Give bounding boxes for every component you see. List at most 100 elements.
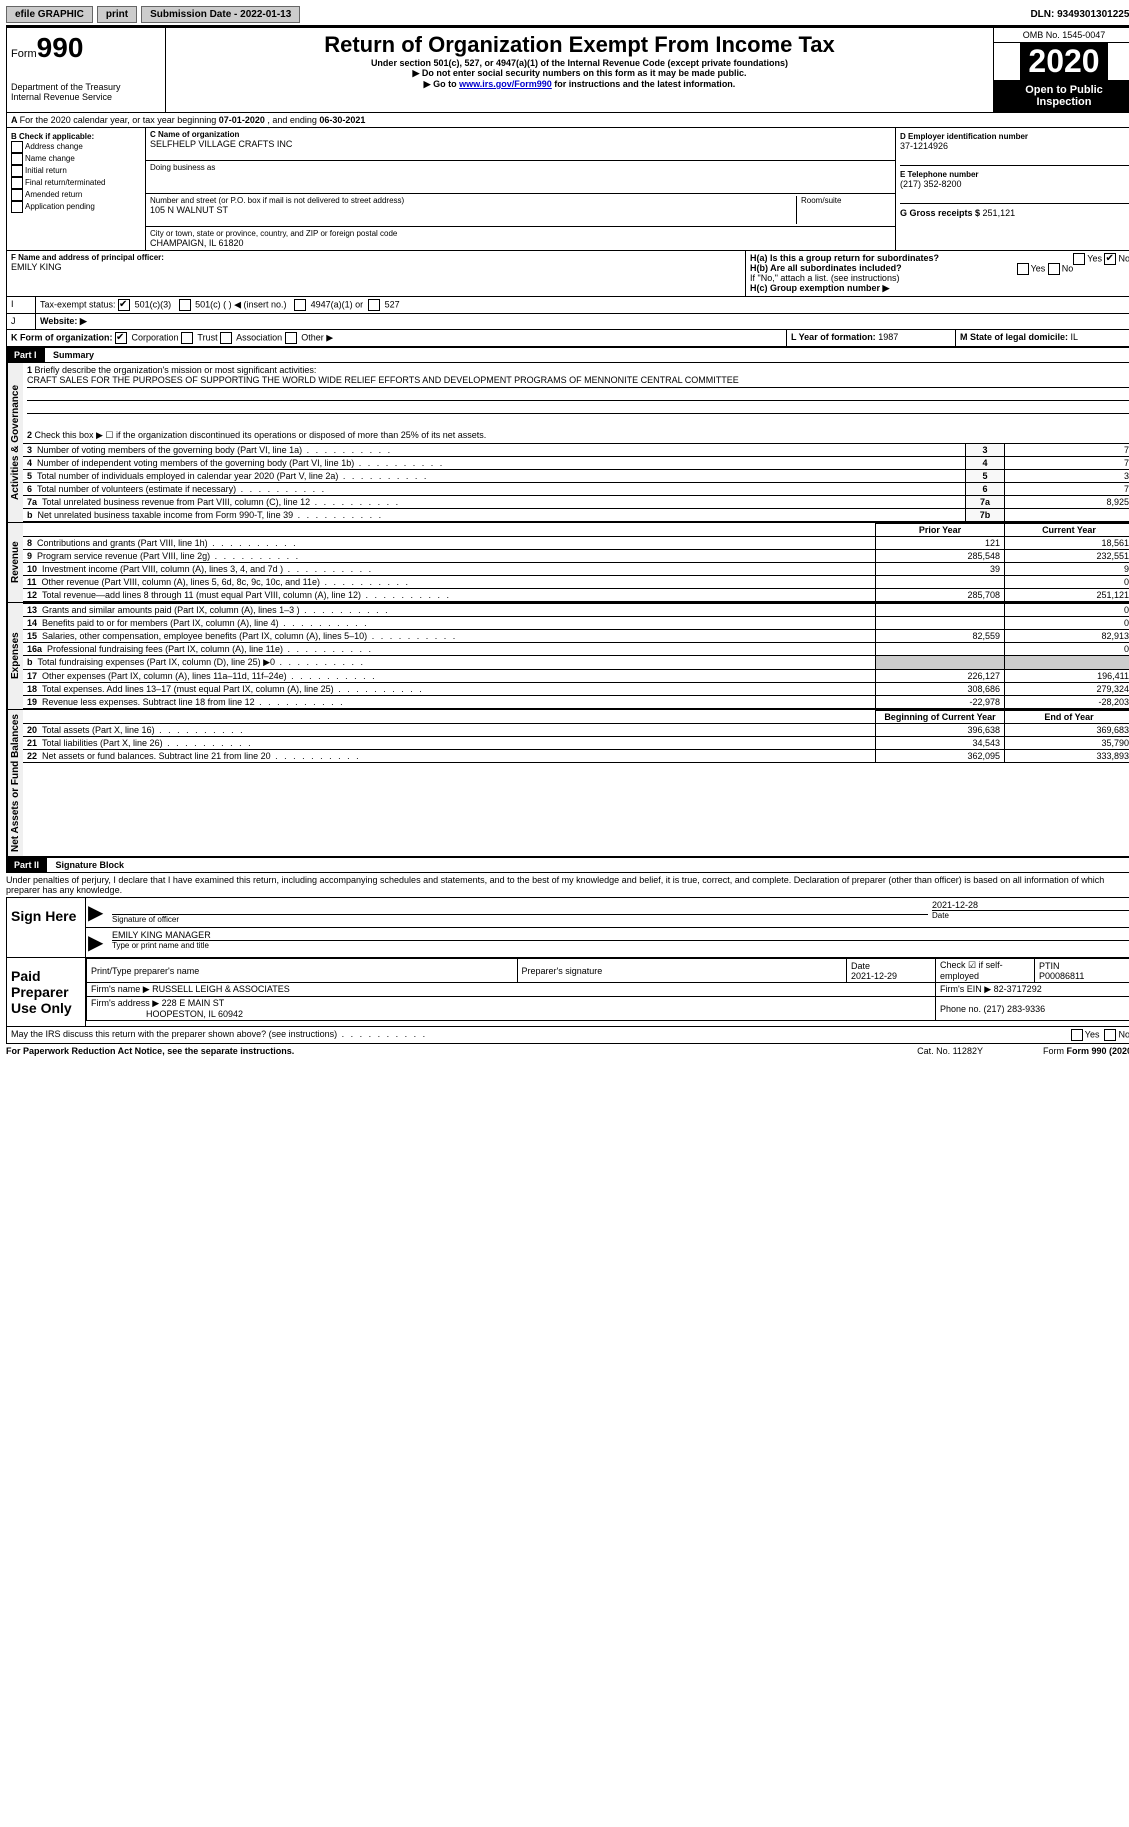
chk-final-return[interactable] [11,177,23,189]
hb-yes: Yes [1031,263,1046,273]
print-button[interactable]: print [97,6,137,23]
chk-hb-yes[interactable] [1017,263,1029,275]
form-word: Form [11,48,37,60]
chk-address-change[interactable] [11,141,23,153]
irs-link[interactable]: www.irs.gov/Form990 [459,79,552,89]
form-org-label: K Form of organization: [11,332,113,342]
table-row: 13 Grants and similar amounts paid (Part… [23,604,1129,617]
opt-initial-return: Initial return [25,166,67,175]
perjury-declaration: Under penalties of perjury, I declare th… [6,873,1129,897]
chk-hb-no[interactable] [1048,263,1060,275]
submission-date-value: 2022-01-13 [240,9,291,20]
chk-4947[interactable] [294,299,306,311]
firm-addr-label: Firm's address ▶ [91,998,159,1008]
opt-name-change: Name change [25,154,75,163]
chk-501c3[interactable] [118,299,130,311]
opt-4947: 4947(a)(1) or [311,299,364,309]
line-klm: K Form of organization: Corporation Trus… [6,330,1129,347]
opt-application-pending: Application pending [25,202,95,211]
side-netassets: Net Assets or Fund Balances [7,710,23,856]
org-name: SELFHELP VILLAGE CRAFTS INC [150,139,891,149]
col-begin-year: Beginning of Current Year [876,711,1005,724]
firm-ein: 82-3717292 [994,984,1042,994]
chk-527[interactable] [368,299,380,311]
chk-initial-return[interactable] [11,165,23,177]
ptin-value: P00086811 [1039,971,1084,981]
revenue-table: Prior YearCurrent Year 8 Contributions a… [23,523,1129,602]
omb-number: OMB No. 1545-0047 [994,28,1129,43]
chk-501c[interactable] [179,299,191,311]
chk-name-change[interactable] [11,153,23,165]
table-row: 18 Total expenses. Add lines 13–17 (must… [23,683,1129,696]
table-row: 3 Number of voting members of the govern… [23,444,1129,457]
opt-501c: 501(c) ( ) ◀ (insert no.) [195,299,286,309]
phone-value: (217) 352-8200 [900,179,1129,189]
part-2-title: Signature Block [50,860,125,870]
sig-officer-label: Signature of officer [112,915,928,924]
form-title: Return of Organization Exempt From Incom… [170,32,989,58]
hb-label: H(b) Are all subordinates included? [750,263,902,273]
table-row: 10 Investment income (Part VIII, column … [23,563,1129,576]
line-1-label: Briefly describe the organization's miss… [35,365,317,375]
netassets-table: Beginning of Current YearEnd of Year 20 … [23,710,1129,763]
part-1-header: Part I Summary [6,347,1129,363]
table-row: 17 Other expenses (Part IX, column (A), … [23,670,1129,683]
street-address: 105 N WALNUT ST [150,205,796,215]
line-a-text1: For the 2020 calendar year, or tax year … [20,115,219,125]
section-fh: F Name and address of principal officer:… [6,251,1129,297]
ha-yes: Yes [1087,253,1102,263]
sign-here-block: Sign Here ▶ Signature of officer 2021-12… [6,897,1129,958]
footer: For Paperwork Reduction Act Notice, see … [6,1044,1129,1056]
firm-name: RUSSELL LEIGH & ASSOCIATES [152,984,290,994]
tax-year-end: 06-30-2021 [319,115,365,125]
firm-city: HOOPESTON, IL 60942 [146,1009,243,1019]
line-j: J Website: ▶ [6,314,1129,330]
chk-trust[interactable] [181,332,193,344]
paperwork-notice: For Paperwork Reduction Act Notice, see … [6,1046,294,1056]
chk-ha-no[interactable] [1104,253,1116,265]
table-row: b Total fundraising expenses (Part IX, c… [23,656,1129,670]
chk-assoc[interactable] [220,332,232,344]
subtitle-1: Under section 501(c), 527, or 4947(a)(1)… [170,58,989,68]
table-row: 21 Total liabilities (Part X, line 26)34… [23,737,1129,750]
line-i: I Tax-exempt status: 501(c)(3) 501(c) ( … [6,297,1129,314]
chk-application-pending[interactable] [11,201,23,213]
sign-here-label: Sign Here [7,898,86,957]
table-row: 9 Program service revenue (Part VIII, li… [23,550,1129,563]
chk-other[interactable] [285,332,297,344]
hc-label: H(c) Group exemption number ▶ [750,283,1129,294]
discuss-yes: Yes [1085,1029,1100,1039]
chk-discuss-yes[interactable] [1071,1029,1083,1041]
table-row: 14 Benefits paid to or for members (Part… [23,617,1129,630]
table-row: 12 Total revenue—add lines 8 through 11 … [23,589,1129,602]
gov-section: Activities & Governance 1 Briefly descri… [6,363,1129,523]
org-name-label: C Name of organization [150,130,891,139]
dln: DLN: 93493013012252 [1030,9,1129,20]
chk-amended-return[interactable] [11,189,23,201]
chk-ha-yes[interactable] [1073,253,1085,265]
chk-corp[interactable] [115,332,127,344]
netassets-section: Net Assets or Fund Balances Beginning of… [6,710,1129,857]
h-a: H(a) Is this a group return for subordin… [750,253,1129,263]
side-expenses: Expenses [7,603,23,709]
mission-text: CRAFT SALES FOR THE PURPOSES OF SUPPORTI… [27,375,739,385]
col-prior-year: Prior Year [876,524,1005,537]
box-b: B Check if applicable: Address change Na… [7,128,146,250]
col-end-year: End of Year [1005,711,1129,724]
goto-suffix: for instructions and the latest informat… [552,79,736,89]
line-a-text2: , and ending [265,115,320,125]
opt-501c3: 501(c)(3) [135,299,172,309]
paid-preparer-block: Paid Preparer Use Only Print/Type prepar… [6,958,1129,1027]
city-label: City or town, state or province, country… [150,229,891,238]
dba-label: Doing business as [150,163,891,172]
firm-phone: (217) 283-9336 [984,1004,1046,1014]
chk-discuss-no[interactable] [1104,1029,1116,1041]
subtitle-3: ▶ Go to www.irs.gov/Form990 for instruct… [170,79,989,90]
pp-name-label: Print/Type preparer's name [87,959,518,983]
table-row: 15 Salaries, other compensation, employe… [23,630,1129,643]
paid-preparer-label: Paid Preparer Use Only [7,958,86,1026]
line-a: A For the 2020 calendar year, or tax yea… [6,113,1129,128]
sign-arrow-icon: ▶ [86,898,110,927]
pp-date: 2021-12-29 [851,971,897,981]
table-row: 6 Total number of volunteers (estimate i… [23,483,1129,496]
